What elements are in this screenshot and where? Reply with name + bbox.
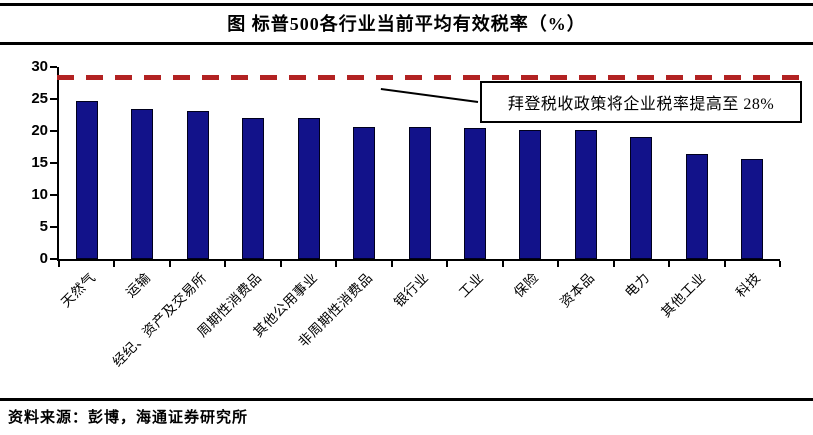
y-tick-mark xyxy=(50,162,57,164)
x-axis-label: 科技 xyxy=(733,269,764,301)
y-axis-label: 30 xyxy=(31,58,48,75)
bar xyxy=(741,159,764,259)
bottom-divider xyxy=(0,398,813,401)
bar-cell xyxy=(336,67,391,259)
x-tick-mark xyxy=(501,261,504,267)
bars-row xyxy=(59,67,780,259)
bar-cell xyxy=(503,67,558,259)
y-tick-mark xyxy=(50,98,57,100)
y-axis-label: 5 xyxy=(39,218,48,235)
x-axis-label: 工业 xyxy=(456,269,487,301)
bar-cell xyxy=(669,67,724,259)
x-axis-label: 保险 xyxy=(511,269,542,301)
y-axis-label: 20 xyxy=(31,122,48,139)
x-tick-mark xyxy=(279,261,282,267)
bar xyxy=(186,110,209,259)
bar xyxy=(297,117,320,259)
y-axis-label: 25 xyxy=(31,90,48,107)
x-tick-mark xyxy=(668,261,671,267)
bar xyxy=(630,137,653,259)
x-axis-label: 电力 xyxy=(622,269,653,301)
x-label-cell: 保险 xyxy=(501,262,556,370)
x-axis-label: 银行业 xyxy=(390,269,431,311)
x-tick-mark xyxy=(335,261,338,267)
bar-cell xyxy=(225,67,280,259)
bar xyxy=(464,128,487,259)
y-axis-label: 10 xyxy=(31,186,48,203)
bar-cell xyxy=(170,67,225,259)
x-label-cell: 天然气 xyxy=(57,262,112,370)
bar xyxy=(242,117,265,259)
bar-cell xyxy=(281,67,336,259)
x-axis-label: 天然气 xyxy=(57,269,99,311)
x-label-cell: 工业 xyxy=(445,262,500,370)
bar-cell xyxy=(59,67,114,259)
bar xyxy=(519,129,542,259)
x-label-cell: 电力 xyxy=(612,262,667,370)
x-axis-label: 资本品 xyxy=(557,269,598,311)
x-axis-label: 运输 xyxy=(123,269,154,301)
y-tick-mark xyxy=(50,130,57,132)
x-tick-mark xyxy=(723,261,726,267)
x-tick-mark xyxy=(224,261,227,267)
top-divider xyxy=(0,3,813,6)
reference-dashed-line xyxy=(57,74,806,80)
x-label-cell: 银行业 xyxy=(390,262,445,370)
x-tick-mark xyxy=(168,261,171,267)
x-label-cell: 其他工业 xyxy=(658,262,722,370)
figure-title: 图 标普500各行业当前平均有效税率（%） xyxy=(227,14,586,34)
x-label-cell: 科技 xyxy=(723,262,778,370)
x-labels-row: 天然气 运输 经纪、资产及交易所 周期性消费品 其他公用事业 非周期性消费品 银行业 工业 保险… xyxy=(57,262,778,370)
y-axis-label: 15 xyxy=(31,154,48,171)
annotation-box: 拜登税收政策将企业税率提高至 28% xyxy=(480,81,802,123)
bar-cell xyxy=(725,67,780,259)
bar xyxy=(131,109,154,259)
bar-cell xyxy=(114,67,169,259)
x-tick-mark xyxy=(58,261,60,267)
x-label-cell: 资本品 xyxy=(556,262,611,370)
bar-cell xyxy=(447,67,502,259)
plot-area xyxy=(57,67,781,267)
x-tick-mark xyxy=(612,261,615,267)
y-tick-mark xyxy=(50,226,57,228)
bar xyxy=(75,100,98,259)
y-tick-mark xyxy=(50,258,57,260)
y-tick-mark xyxy=(50,66,57,68)
y-axis-label: 0 xyxy=(39,250,48,267)
bar xyxy=(685,154,708,259)
annotation-text: 拜登税收政策将企业税率提高至 28% xyxy=(507,96,775,113)
y-tick-mark xyxy=(50,194,57,196)
x-tick-mark xyxy=(557,261,560,267)
x-tick-mark xyxy=(113,261,116,267)
bar-cell xyxy=(614,67,669,259)
bar-cell xyxy=(392,67,447,259)
y-axis: 0 5 10 15 20 25 30 xyxy=(0,58,57,267)
bar xyxy=(574,130,597,259)
bar-cell xyxy=(558,67,613,259)
title-divider xyxy=(0,42,813,45)
bar xyxy=(408,127,431,259)
x-label-cell: 非周期性消费品 xyxy=(296,262,389,370)
x-tick-mark xyxy=(779,261,781,267)
source-note: 资料来源：彭博，海通证券研究所 xyxy=(8,410,249,426)
x-tick-mark xyxy=(446,261,449,267)
bar xyxy=(353,127,376,259)
x-tick-mark xyxy=(390,261,393,267)
